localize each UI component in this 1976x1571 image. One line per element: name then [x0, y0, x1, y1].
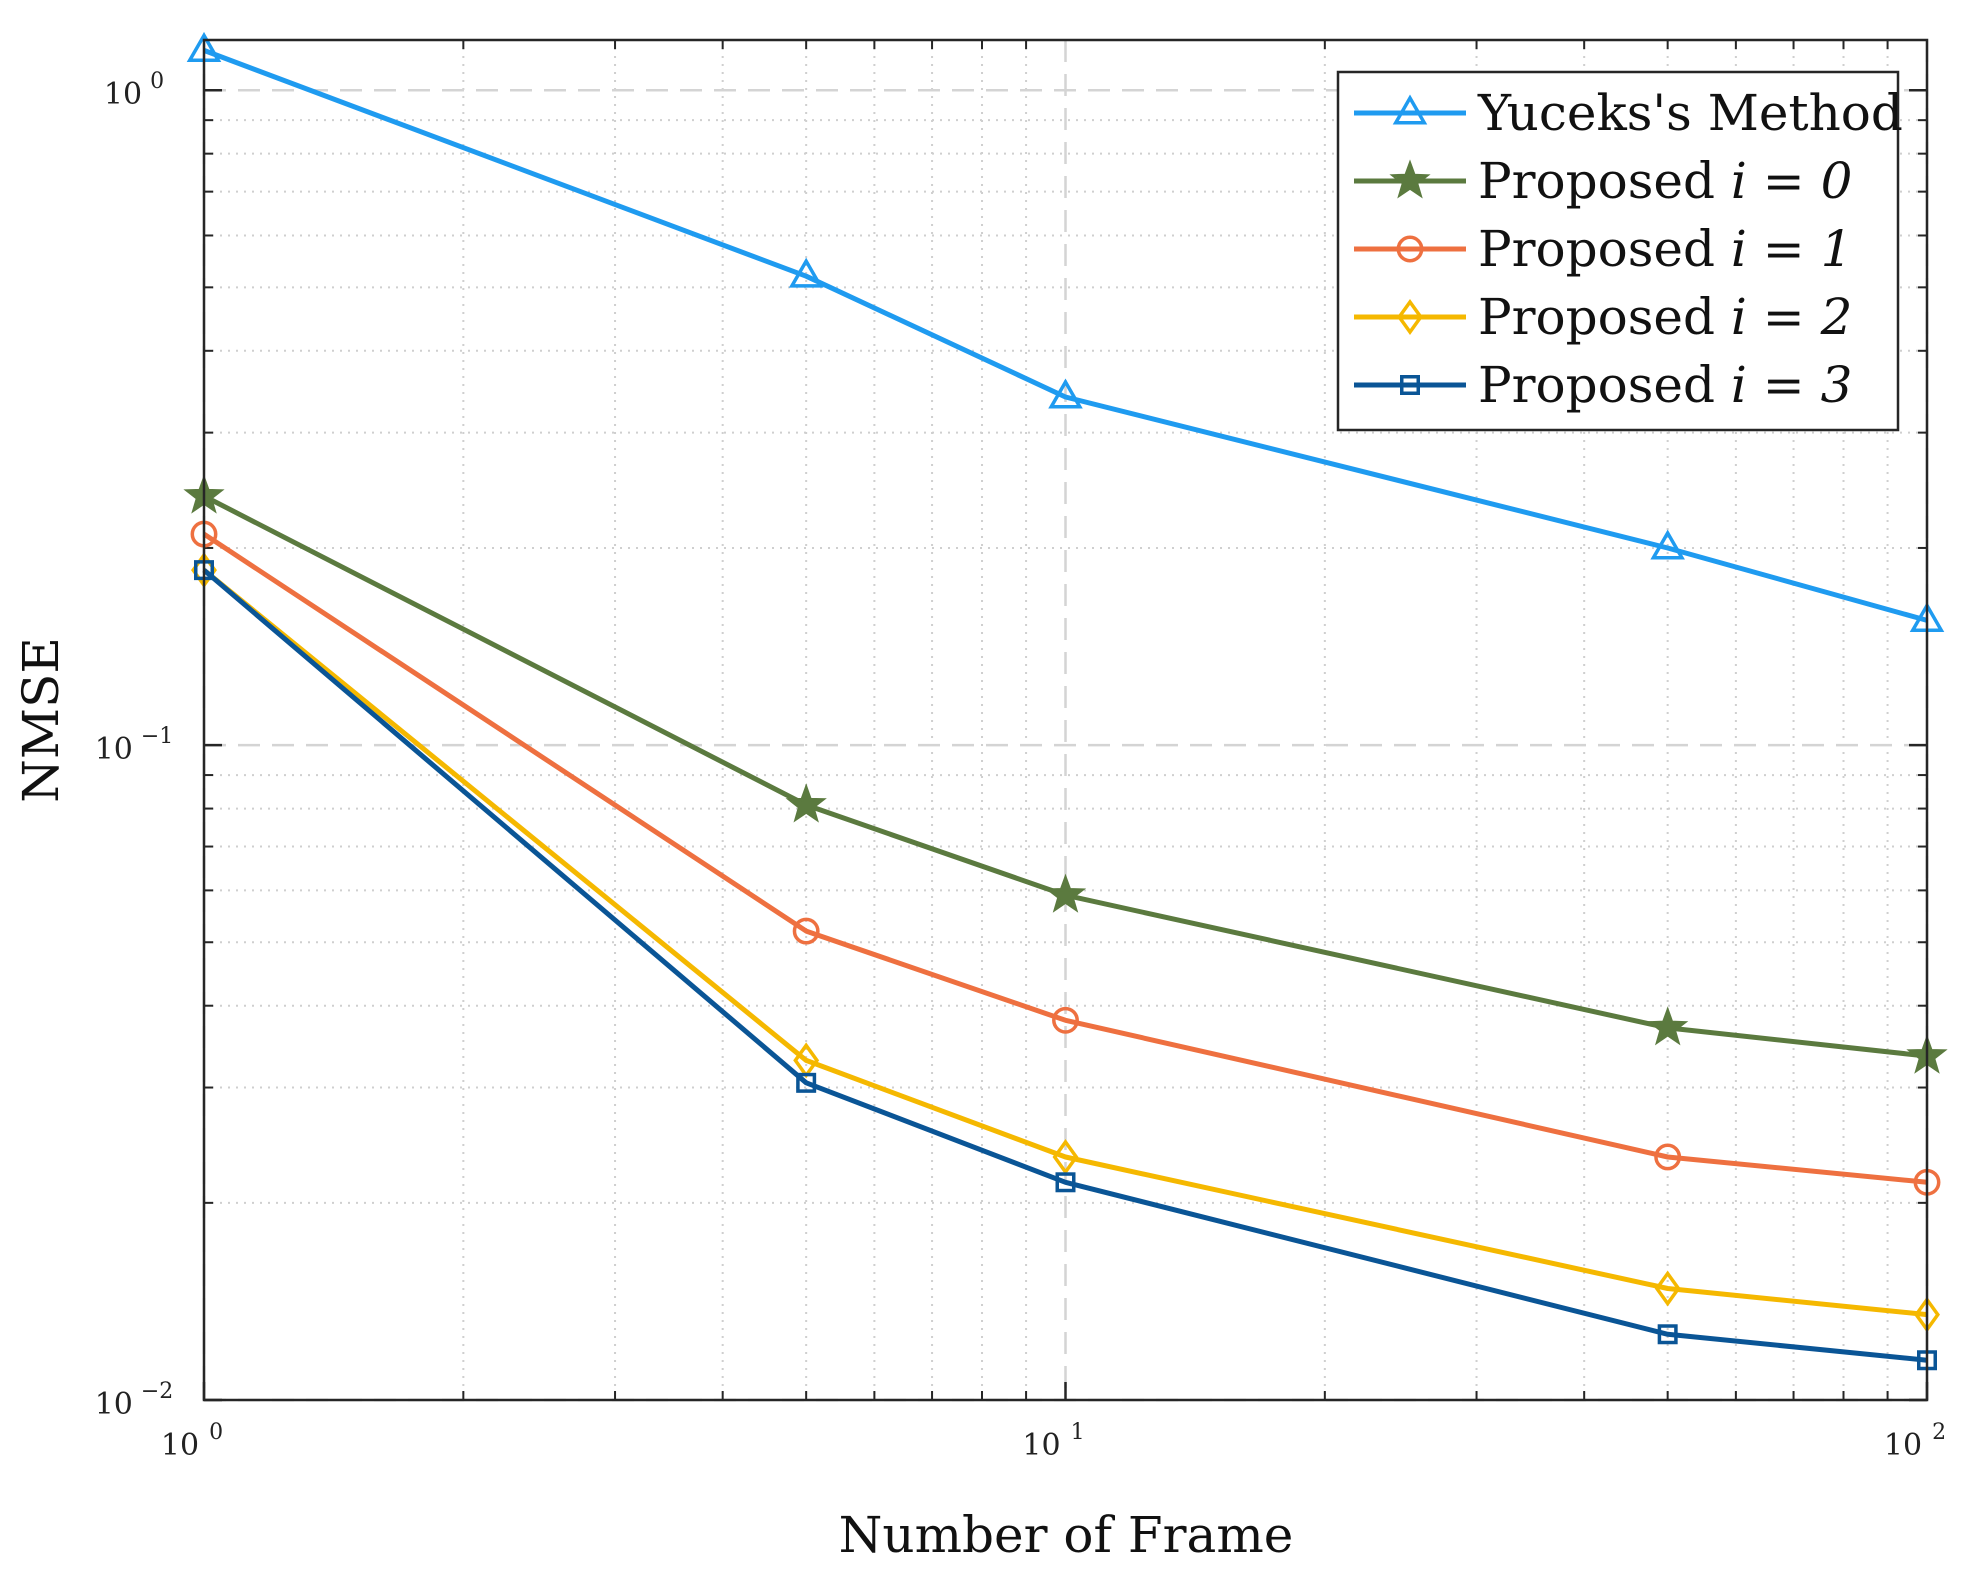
x-axis-title: Number of Frame — [839, 1506, 1294, 1564]
series-layer — [183, 31, 1948, 1371]
legend-label: Proposed i = 1 — [1478, 220, 1852, 278]
data-point — [1654, 1143, 1682, 1171]
data-point — [1654, 1270, 1681, 1307]
data-point — [1657, 1324, 1678, 1345]
data-point — [1647, 1006, 1689, 1046]
data-point — [1044, 873, 1087, 913]
series-line — [203, 48, 1928, 623]
series-2 — [190, 520, 1941, 1196]
legend-marker — [1392, 94, 1428, 125]
legend-label: Proposed i = 3 — [1478, 356, 1852, 414]
series-line — [202, 568, 1928, 1363]
legend-label: Yuceks's Method — [1477, 84, 1903, 142]
data-point — [785, 783, 827, 823]
legend-item: Proposed i = 2 — [1354, 288, 1852, 346]
y-tick-label: 10 −2 — [95, 1379, 174, 1422]
x-tick-label: 10 0 — [161, 1420, 223, 1463]
legend-item: Proposed i = 3 — [1354, 356, 1852, 414]
y-tick-label: 10 0 — [104, 69, 164, 112]
data-point — [1055, 1172, 1076, 1193]
legend-marker — [1397, 299, 1423, 335]
plot-area-frame — [202, 38, 1929, 1402]
legend-label: Proposed i = 0 — [1478, 152, 1852, 210]
data-point — [1048, 378, 1083, 409]
legend-marker — [1396, 235, 1424, 263]
series-line — [202, 532, 1928, 1185]
legend-marker — [1389, 159, 1431, 199]
legend-marker — [1400, 375, 1420, 395]
legend-item: Proposed i = 0 — [1354, 152, 1852, 210]
series-line — [202, 568, 1928, 1318]
legend: Yuceks's Method Proposed i = 0 Proposed i … — [1336, 70, 1903, 432]
y-tick-label: 10 −1 — [95, 724, 174, 767]
axis-ticks — [202, 40, 1929, 1402]
tick-labels: 10 0 10 1 10 2 10 −2 10 −1 10 0 — [95, 69, 1946, 1463]
legend-item: Yuceks's Method — [1354, 84, 1903, 142]
data-point — [1650, 529, 1685, 560]
data-point — [796, 1072, 817, 1093]
legend-item: Proposed i = 1 — [1354, 220, 1852, 278]
y-axis-title: NMSE — [12, 637, 70, 803]
x-tick-label: 10 1 — [1022, 1420, 1084, 1463]
data-point — [1052, 1006, 1079, 1034]
legend-label: Proposed i = 2 — [1478, 288, 1852, 346]
x-tick-label: 10 2 — [1884, 1420, 1946, 1463]
data-point — [792, 917, 820, 945]
data-point — [1052, 1138, 1079, 1175]
data-point — [788, 257, 824, 288]
